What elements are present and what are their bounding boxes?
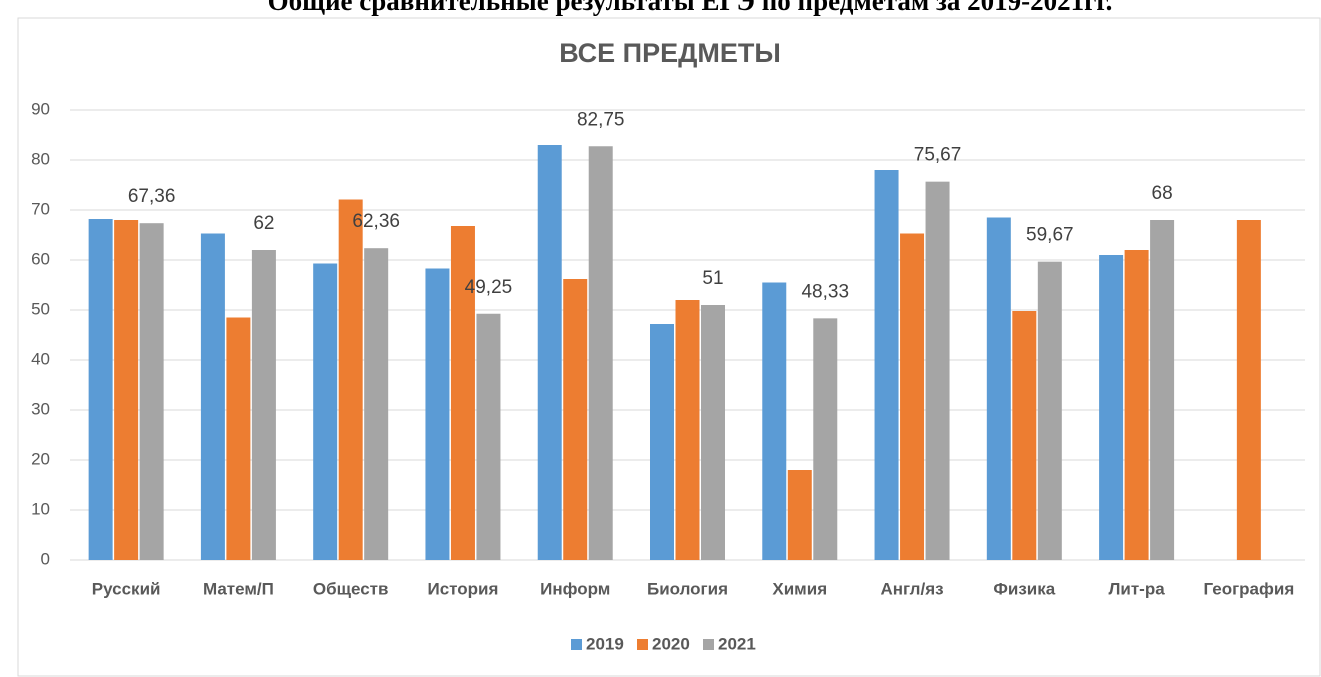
legend-swatch xyxy=(703,639,714,650)
bar xyxy=(88,219,113,560)
y-tick-label: 0 xyxy=(41,549,50,568)
x-tick-label: Лит-ра xyxy=(1108,579,1165,598)
y-tick-label: 60 xyxy=(31,249,50,268)
bar xyxy=(251,250,276,560)
bar xyxy=(537,145,562,560)
y-tick-label: 20 xyxy=(31,449,50,468)
bar xyxy=(226,317,251,560)
bar xyxy=(675,300,700,560)
bar xyxy=(1037,261,1062,560)
data-label: 68 xyxy=(1152,183,1173,204)
bar xyxy=(813,318,838,560)
page-heading: Общие сравнительные результаты ЕГЭ по пр… xyxy=(268,0,1113,16)
y-tick-label: 30 xyxy=(31,399,50,418)
x-tick-label: История xyxy=(427,579,498,598)
bar xyxy=(874,170,899,560)
bar xyxy=(701,305,725,560)
y-tick-label: 90 xyxy=(31,99,50,118)
data-label: 59,67 xyxy=(1026,225,1074,246)
data-label: 62,36 xyxy=(352,211,400,232)
x-tick-label: География xyxy=(1203,579,1294,598)
bar xyxy=(476,313,501,560)
data-label: 48,33 xyxy=(801,281,849,302)
bar xyxy=(1012,311,1037,560)
bar xyxy=(925,181,950,560)
x-tick-label: Биология xyxy=(647,579,728,598)
data-label: 75,67 xyxy=(914,145,962,166)
chart-title: ВСЕ ПРЕДМЕТЫ xyxy=(559,38,781,68)
bar xyxy=(650,324,674,560)
bar xyxy=(563,279,588,560)
x-tick-label: Русский xyxy=(92,579,161,598)
data-label: 62 xyxy=(253,213,274,234)
bar xyxy=(986,217,1011,560)
x-tick-label: Англ/яз xyxy=(880,579,943,598)
y-tick-label: 70 xyxy=(31,199,50,218)
bar xyxy=(588,146,613,560)
x-tick-label: Обществ xyxy=(313,579,389,598)
bar xyxy=(787,470,812,560)
bar xyxy=(114,220,139,560)
y-tick-label: 40 xyxy=(31,349,50,368)
bar xyxy=(313,263,338,560)
bar xyxy=(1150,220,1175,560)
bar xyxy=(1099,255,1124,560)
legend-label: 2020 xyxy=(652,634,690,653)
legend-swatch xyxy=(571,639,582,650)
x-tick-label: Химия xyxy=(772,579,827,598)
x-tick-label: Физика xyxy=(993,579,1055,598)
bar xyxy=(425,268,450,560)
data-label: 82,75 xyxy=(577,109,625,130)
bar xyxy=(1124,250,1149,560)
legend-label: 2021 xyxy=(718,634,756,653)
bar xyxy=(200,233,225,560)
data-label: 67,36 xyxy=(128,186,176,207)
data-label: 51 xyxy=(702,268,723,289)
y-tick-label: 80 xyxy=(31,149,50,168)
bar xyxy=(900,233,925,560)
legend-label: 2019 xyxy=(586,634,624,653)
bar xyxy=(139,223,164,560)
bar xyxy=(762,282,787,560)
legend-swatch xyxy=(637,639,648,650)
bar xyxy=(364,248,389,560)
x-tick-label: Матем/П xyxy=(203,579,274,598)
y-tick-label: 10 xyxy=(31,499,50,518)
bar xyxy=(450,226,475,560)
bar xyxy=(338,199,363,560)
y-tick-label: 50 xyxy=(31,299,50,318)
bar xyxy=(1236,220,1261,560)
x-tick-label: Информ xyxy=(540,579,610,598)
data-label: 49,25 xyxy=(465,277,513,298)
